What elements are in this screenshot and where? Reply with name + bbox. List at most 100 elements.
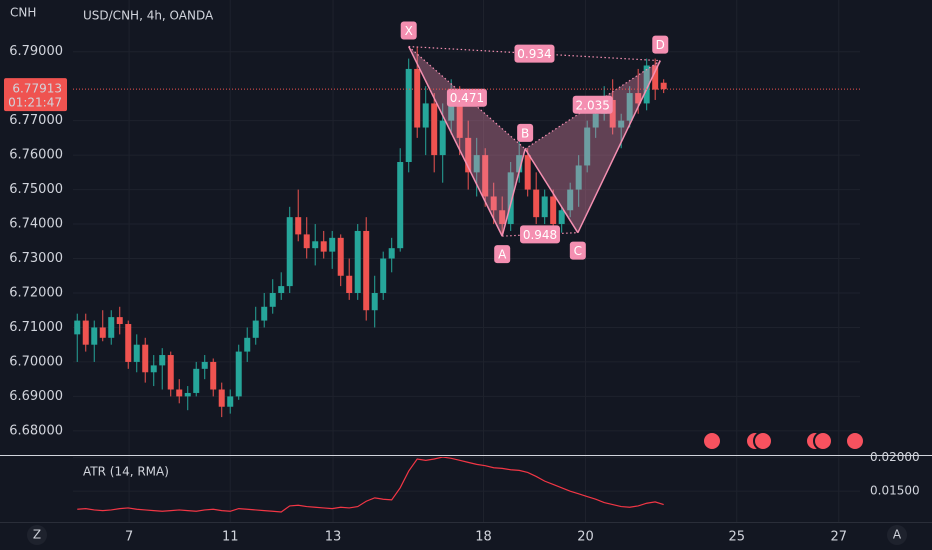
candle-body xyxy=(405,68,412,163)
candle-body xyxy=(567,189,574,211)
candle-body xyxy=(465,137,472,173)
y-tick-label: 6.69000 xyxy=(9,389,63,404)
candle-body xyxy=(533,189,540,218)
point-box xyxy=(400,21,417,40)
candle-body xyxy=(286,217,293,287)
point-box xyxy=(652,35,669,54)
point-label: X xyxy=(405,24,413,38)
x-tick-label: 11 xyxy=(222,530,239,545)
candle-body xyxy=(329,237,336,252)
candle-body xyxy=(609,99,616,128)
ratio-label: 0.471 xyxy=(450,91,484,105)
candle-body xyxy=(635,93,642,104)
y-tick-label: 6.74000 xyxy=(9,217,63,232)
button-bg[interactable] xyxy=(27,525,47,545)
candle-body xyxy=(74,320,81,335)
y-tick-label: 6.75000 xyxy=(9,182,63,197)
point-box xyxy=(517,123,534,142)
auto-button[interactable]: A xyxy=(893,528,902,542)
event-icon[interactable] xyxy=(702,431,722,451)
candle-body xyxy=(116,317,123,325)
candle-body xyxy=(159,355,166,366)
candle-body xyxy=(626,93,633,121)
candle-body xyxy=(227,396,234,407)
x-tick-label: 20 xyxy=(577,530,594,545)
candle-body xyxy=(184,392,191,397)
point-label: C xyxy=(574,244,582,258)
candle-body xyxy=(448,93,455,121)
candle-body xyxy=(371,292,378,311)
candle-body xyxy=(108,317,115,338)
pattern-leg xyxy=(501,148,526,237)
candle-body xyxy=(592,113,599,128)
candle-body xyxy=(499,210,506,225)
ratio-box xyxy=(572,95,613,114)
zoom-button[interactable]: Z xyxy=(33,528,41,542)
candle-body xyxy=(235,351,242,397)
price-box xyxy=(4,78,67,112)
countdown-label: 01:21:47 xyxy=(8,96,62,110)
y-tick-label: 6.68000 xyxy=(9,423,63,438)
event-icon[interactable] xyxy=(813,431,833,451)
candle-body xyxy=(388,248,395,259)
candle-body xyxy=(482,155,489,197)
candle-body xyxy=(524,155,531,190)
candle-body xyxy=(550,196,557,225)
candle-body xyxy=(244,337,251,352)
button-bg[interactable] xyxy=(887,525,907,545)
candle-body xyxy=(456,93,463,138)
candle-body xyxy=(125,324,132,362)
ratio-label: 2.035 xyxy=(576,98,610,112)
candle-body xyxy=(278,286,285,293)
y2-tick-label: 0.02000 xyxy=(870,450,920,464)
candle-body xyxy=(575,165,582,190)
ratio-line xyxy=(502,232,578,237)
pattern-leg xyxy=(524,148,579,234)
pattern-leg xyxy=(408,46,503,237)
y-tick-label: 6.71000 xyxy=(9,320,63,335)
ratio-line xyxy=(408,46,526,150)
indicator-title: ATR (14, RMA) xyxy=(83,465,169,479)
candle-body xyxy=(439,120,446,156)
candle-body xyxy=(150,365,157,373)
candle-body xyxy=(414,68,421,128)
candle-body xyxy=(354,230,361,293)
event-icon[interactable] xyxy=(753,431,773,451)
event-icon[interactable] xyxy=(845,431,865,451)
y-tick-label: 6.70000 xyxy=(9,354,63,369)
candle-body xyxy=(337,237,344,276)
point-label: D xyxy=(656,38,665,52)
ratio-label: 0.934 xyxy=(517,47,551,61)
y-tick-label: 6.73000 xyxy=(9,251,63,266)
candle-body xyxy=(507,172,514,225)
x-tick-label: 13 xyxy=(325,530,342,545)
candle-body xyxy=(167,355,174,390)
candle-body xyxy=(295,217,302,235)
candle-body xyxy=(473,155,480,173)
candle-body xyxy=(363,230,370,311)
currency-label: CNH xyxy=(10,6,36,20)
candle-body xyxy=(312,241,319,249)
atr-line xyxy=(77,457,664,513)
candle-body xyxy=(176,389,183,397)
candle-body xyxy=(618,120,625,128)
x-tick-label: 27 xyxy=(830,530,847,545)
atr-pane xyxy=(77,457,664,513)
ratio-box xyxy=(520,225,561,244)
event-icons xyxy=(702,431,865,451)
y-tick-label: 6.79000 xyxy=(9,44,63,59)
point-box xyxy=(569,241,586,260)
chart-title: USD/CNH, 4h, OANDA xyxy=(83,9,214,23)
x-tick-label: 25 xyxy=(728,530,745,545)
price-label: 6.77913 xyxy=(12,82,62,96)
candle-body xyxy=(82,320,89,345)
candle-body xyxy=(133,344,140,362)
candle-body xyxy=(397,162,404,249)
point-label: B xyxy=(521,126,529,140)
candle-body xyxy=(516,155,523,173)
main-pane: 0.471 0.948 2.035 0.934 X A B C D xyxy=(73,21,860,418)
candle-body xyxy=(252,320,259,338)
ratio-label: 0.948 xyxy=(523,228,557,242)
candle-body xyxy=(490,196,497,211)
candle-body xyxy=(346,275,353,293)
